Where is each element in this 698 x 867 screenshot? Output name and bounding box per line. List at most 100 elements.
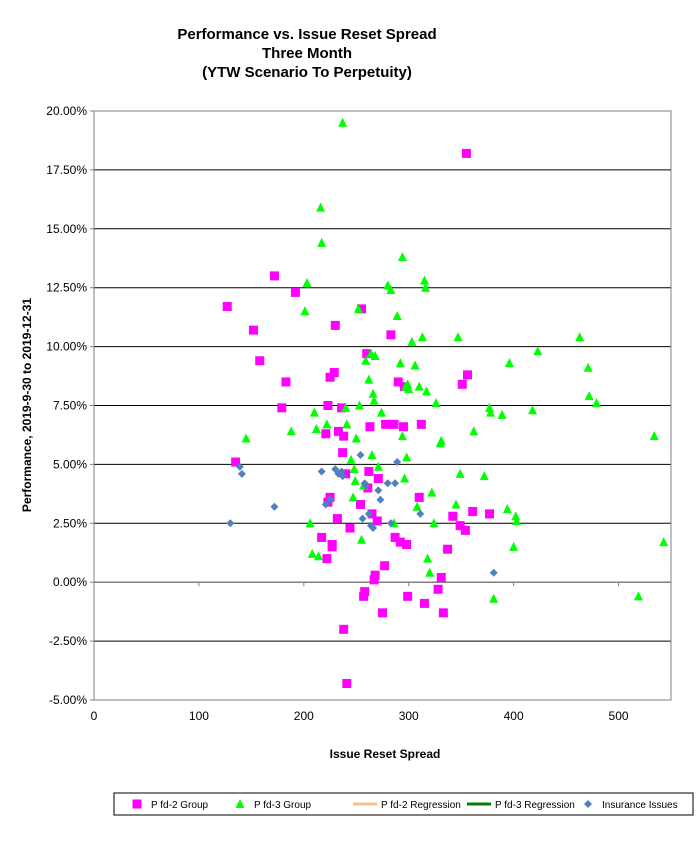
data-point — [349, 464, 359, 474]
data-point — [369, 395, 379, 405]
data-point — [395, 358, 405, 368]
data-point — [357, 304, 367, 314]
data-point — [509, 541, 519, 551]
y-tick-label: -2.50% — [49, 634, 87, 648]
data-point — [383, 479, 392, 488]
data-point — [469, 426, 479, 436]
legend-label: P fd-2 Regression — [381, 800, 461, 811]
data-point — [504, 358, 514, 368]
data-point — [421, 282, 431, 292]
data-point — [323, 497, 333, 507]
data-point — [321, 500, 330, 509]
y-tick-label: 17.50% — [46, 163, 87, 177]
data-point — [305, 518, 315, 528]
data-point — [403, 591, 413, 601]
x-tick-label: 100 — [189, 709, 209, 723]
data-point — [286, 426, 296, 436]
data-point — [325, 372, 335, 382]
data-point — [380, 561, 390, 571]
data-point — [362, 349, 372, 359]
data-point — [364, 509, 373, 518]
data-point — [455, 468, 465, 478]
data-point — [386, 330, 396, 340]
data-point — [512, 515, 522, 525]
data-point — [370, 351, 380, 361]
data-point — [351, 433, 361, 443]
y-axis-ticks: -5.00% -2.50% 0.00% 2.50% 5.00% 7.50% 10.00% 12… — [46, 104, 94, 707]
data-point — [290, 287, 300, 297]
data-point — [341, 402, 351, 412]
data-point — [277, 403, 287, 413]
data-point — [342, 679, 352, 689]
legend-label: Insurance Issues — [602, 800, 678, 811]
data-point — [425, 567, 435, 577]
data-point — [339, 624, 349, 634]
data-point — [338, 472, 347, 481]
data-point — [584, 391, 594, 401]
data-point — [403, 379, 413, 389]
data-point — [333, 426, 343, 436]
data-point — [438, 608, 448, 618]
data-point — [316, 202, 326, 212]
x-tick-label: 0 — [91, 709, 98, 723]
data-point — [369, 524, 378, 533]
data-point — [370, 570, 380, 580]
data-point — [533, 346, 543, 356]
data-point — [407, 336, 417, 346]
data-point — [461, 148, 471, 158]
y-tick-label: -5.00% — [49, 693, 87, 707]
data-point — [311, 424, 321, 434]
data-point — [511, 511, 521, 521]
data-point — [367, 449, 377, 459]
data-point — [462, 370, 472, 380]
data-point — [241, 433, 251, 443]
data-point — [270, 502, 279, 511]
data-point — [376, 407, 386, 417]
y-tick-label: 10.00% — [46, 340, 87, 354]
data-point — [226, 519, 235, 528]
data-point — [323, 401, 333, 410]
y-tick-label: 0.00% — [53, 575, 87, 589]
data-point — [381, 419, 391, 429]
data-point — [327, 542, 337, 552]
x-tick-label: 500 — [609, 709, 629, 723]
data-point — [423, 553, 433, 563]
data-point — [427, 487, 437, 497]
data-point — [392, 310, 402, 320]
data-point — [391, 479, 400, 488]
y-tick-label: 2.50% — [53, 516, 87, 530]
data-point — [390, 532, 400, 542]
data-point — [361, 481, 370, 490]
data-point — [330, 320, 340, 330]
data-point — [353, 303, 363, 313]
chart-title-line-3: (YTW Scenario To Perpetuity) — [202, 64, 412, 81]
data-point — [448, 511, 458, 521]
data-point — [354, 400, 364, 410]
data-point — [356, 450, 365, 459]
data-point — [436, 572, 446, 582]
data-point — [489, 568, 498, 577]
data-point — [329, 368, 339, 378]
data-point — [350, 475, 360, 485]
data-point — [321, 429, 331, 439]
data-point — [332, 514, 342, 524]
y-tick-label: 12.50% — [46, 281, 87, 295]
data-point — [317, 467, 326, 476]
data-point — [341, 469, 351, 479]
x-axis-label: Issue Reset Spread — [330, 747, 441, 761]
data-point — [281, 377, 291, 387]
data-point — [338, 448, 348, 458]
data-point — [300, 306, 310, 316]
data-point — [468, 507, 478, 517]
data-point — [393, 458, 402, 467]
data-point — [237, 469, 246, 478]
data-point — [355, 499, 365, 509]
data-point — [269, 271, 279, 281]
data-point — [386, 285, 396, 295]
data-point — [460, 525, 470, 535]
data-point — [360, 587, 370, 597]
y-tick-label: 7.50% — [53, 399, 87, 413]
data-point — [393, 377, 403, 387]
data-point — [361, 355, 371, 365]
data-point — [443, 544, 453, 554]
